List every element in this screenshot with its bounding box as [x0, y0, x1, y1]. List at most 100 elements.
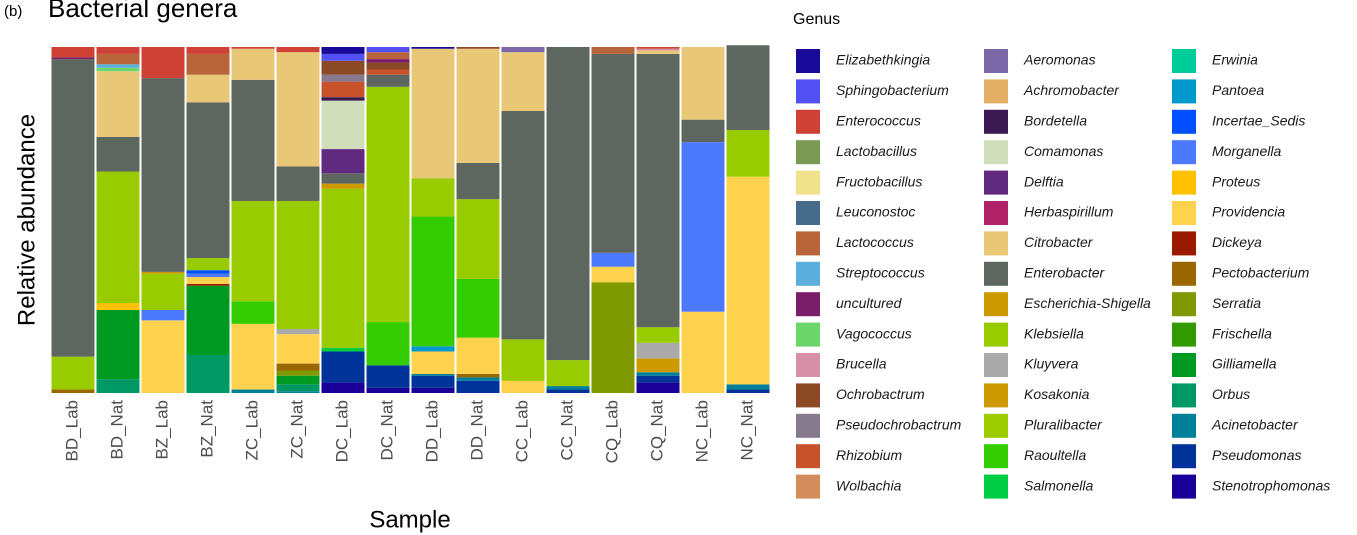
bar-segment: [726, 389, 770, 393]
legend-label: Acinetobacter: [1211, 417, 1299, 433]
bar-segment: [456, 48, 500, 163]
legend-label: Dickeya: [1212, 234, 1262, 250]
bar-segment: [96, 379, 140, 393]
legend-key: [984, 109, 1008, 134]
bar-segment: [321, 188, 365, 349]
legend-key: [984, 201, 1008, 225]
bar-segment: [231, 200, 275, 302]
bar-segment: [96, 71, 140, 137]
legend-label: Proteus: [1212, 173, 1260, 189]
bar-segment: [141, 309, 185, 321]
bar-segment: [366, 47, 410, 53]
bar-segment: [681, 119, 725, 143]
bar-segment: [366, 74, 410, 87]
legend-key: [796, 140, 820, 165]
bar-segment: [411, 351, 455, 374]
bar-segment: [636, 358, 680, 373]
bar-segment: [456, 199, 500, 279]
bar-segment: [96, 64, 140, 68]
x-tick-label: DC_Lab: [332, 400, 351, 462]
x-tick-label: NC_Nat: [737, 400, 756, 461]
bar-segment: [321, 60, 365, 75]
legend-label: Kosakonia: [1024, 386, 1090, 402]
x-tick-label: CC_Lab: [512, 400, 531, 462]
y-axis-label: Relative abundance: [13, 114, 40, 326]
bar-segment: [636, 327, 680, 343]
legend-label: Streptococcus: [836, 265, 925, 281]
bar-segment: [96, 171, 140, 304]
bar-segment: [546, 386, 590, 390]
bar-segment: [411, 373, 455, 376]
bar-segment: [366, 387, 410, 393]
bar-segment: [96, 303, 140, 310]
bar-segment: [456, 47, 500, 49]
bar-segment: [276, 52, 320, 167]
bar-segment: [186, 270, 230, 274]
bar-segment: [411, 178, 455, 217]
bar-segment: [456, 377, 500, 381]
bar-segment: [51, 59, 95, 357]
legend-key: [796, 413, 820, 438]
legend-label: Citrobacter: [1024, 234, 1094, 250]
bar-segment: [51, 57, 95, 60]
x-tick-label: BD_Lab: [62, 400, 81, 461]
legend-key: [1172, 353, 1196, 377]
x-tick-label: BZ_Nat: [197, 400, 216, 458]
legend-label: Leuconostoc: [836, 204, 915, 220]
legend-label: Herbaspirillum: [1024, 204, 1114, 220]
bar-segment: [231, 323, 275, 390]
legend-key: [984, 261, 1008, 286]
legend-key: [984, 170, 1008, 195]
bar-segment: [276, 47, 320, 53]
legend-key: [796, 201, 820, 225]
bar-segment: [141, 271, 185, 274]
bar-segment: [276, 391, 320, 393]
x-axis-label: Sample: [369, 506, 450, 533]
legend-label: Comamonas: [1024, 143, 1103, 159]
x-tick-label: CC_Nat: [557, 400, 576, 461]
bar-segment: [276, 328, 320, 335]
chart-title: Bacterial genera: [48, 0, 238, 23]
legend-key: [1172, 383, 1196, 408]
bar-segment: [186, 285, 230, 355]
bar-segment: [681, 142, 725, 312]
bar-segment: [186, 258, 230, 271]
bar-segment: [591, 252, 635, 267]
bar-segment: [636, 382, 680, 393]
bar-segment: [636, 47, 680, 49]
legend-label: Pseudomonas: [1212, 447, 1302, 463]
bar-segment: [366, 69, 410, 75]
legend-key: [796, 353, 820, 377]
bar-segment: [231, 48, 275, 80]
bar-segment: [636, 48, 680, 51]
legend-label: uncultured: [836, 295, 903, 311]
x-tick-label: DC_Nat: [377, 400, 396, 461]
legend-label: Escherichia-Shigella: [1024, 295, 1151, 311]
legend-key: [984, 353, 1008, 377]
bar-segment: [321, 149, 365, 174]
bar-segment: [546, 360, 590, 387]
bar-segment: [321, 74, 365, 82]
legend-label: Gilliamella: [1212, 356, 1277, 372]
legend-key: [1172, 292, 1196, 317]
legend-key: [984, 413, 1008, 438]
legend-label: Rhizobium: [836, 447, 902, 463]
legend-label: Pseudochrobactrum: [836, 417, 962, 433]
legend-label: Pluralibacter: [1024, 417, 1103, 433]
bar-segment: [276, 334, 320, 364]
bar-segment: [141, 273, 185, 310]
legend-label: Lactococcus: [836, 234, 914, 250]
bar-segment: [726, 384, 770, 390]
bar-segment: [321, 173, 365, 184]
bar-segment: [591, 47, 635, 54]
bar-segment: [231, 389, 275, 393]
bar-segment: [231, 301, 275, 324]
bar-segment: [231, 47, 275, 49]
bar-segment: [276, 363, 320, 371]
legend-key: [984, 322, 1008, 347]
bar-segment: [366, 59, 410, 63]
bar-segment: [411, 47, 455, 49]
bar-segment: [591, 53, 635, 253]
